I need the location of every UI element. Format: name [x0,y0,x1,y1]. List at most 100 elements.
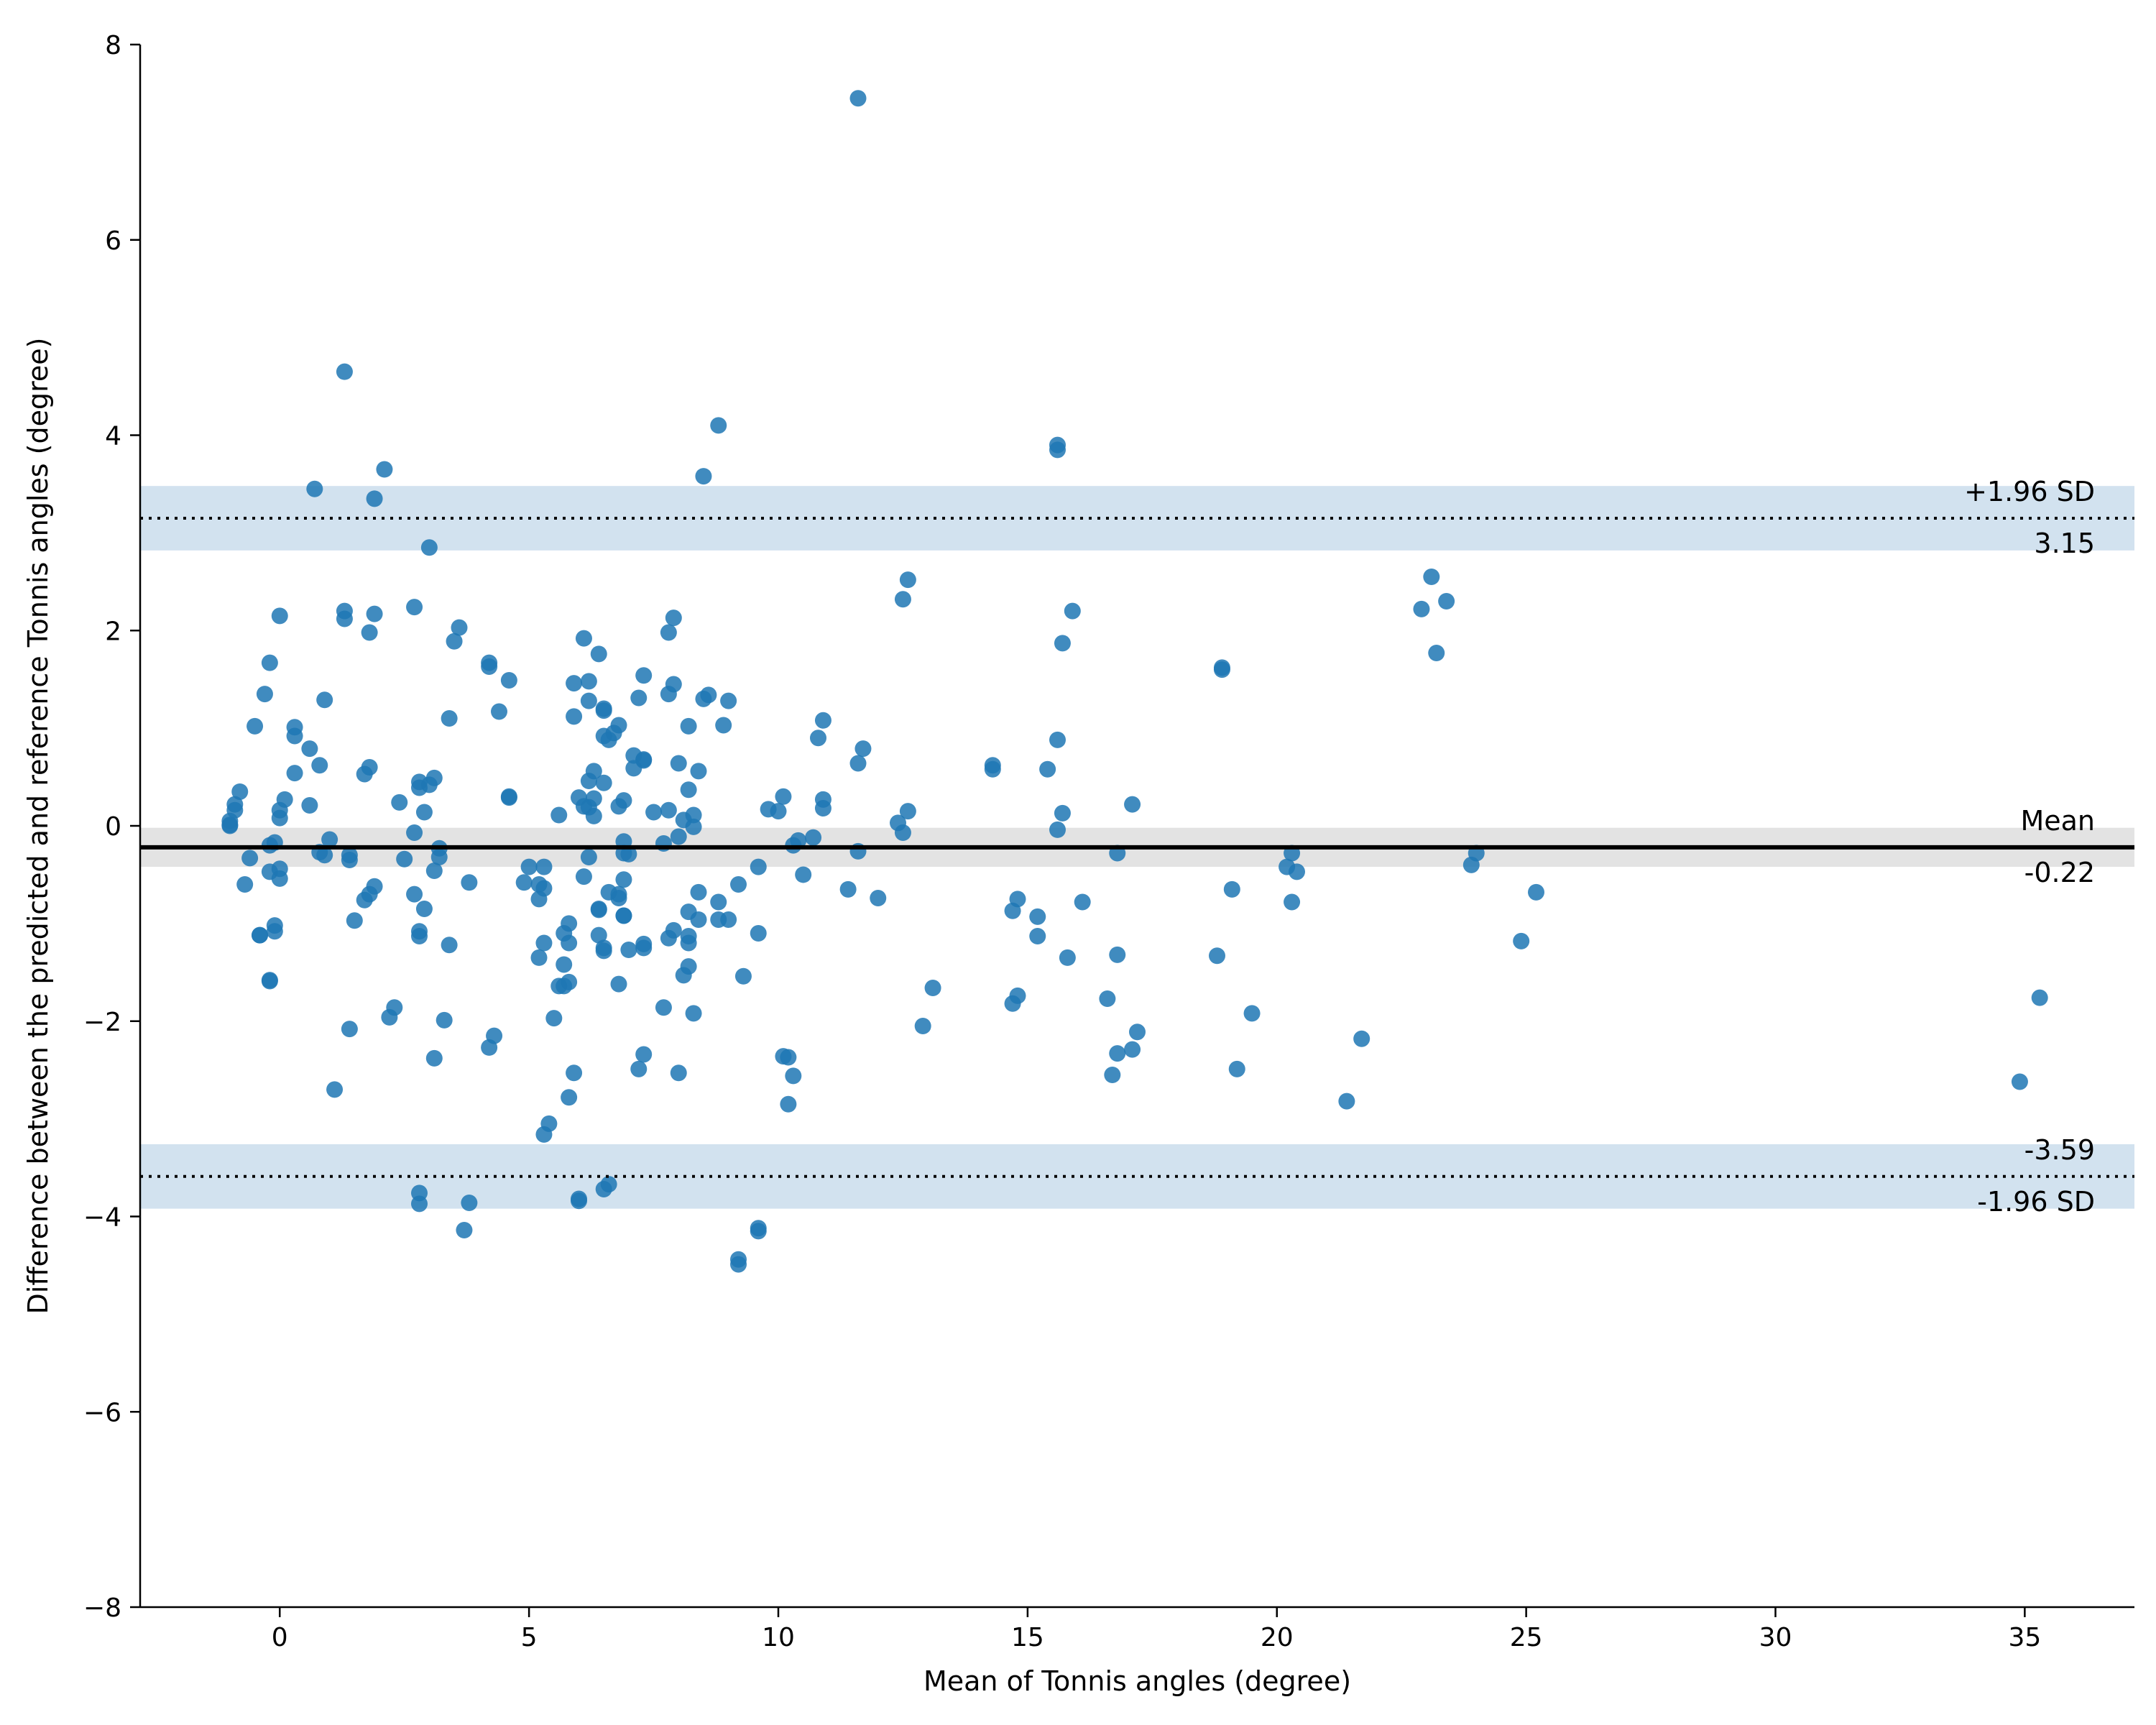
data-point [660,624,677,641]
data-point [415,900,433,917]
data-point [680,934,697,952]
data-point [381,1008,398,1026]
data-point [1289,863,1305,880]
data-point [595,702,612,719]
data-point [894,591,911,608]
data-point [595,774,612,791]
data-point [481,658,498,676]
data-point [734,967,752,985]
data-point [391,794,408,811]
data-point [1054,804,1071,822]
data-point [451,619,468,636]
data-point [685,1005,702,1022]
data-point [556,956,573,973]
data-point [610,798,627,815]
y-tick-label: −6 [83,1398,121,1427]
data-point [530,891,548,908]
y-tick-label: −2 [83,1008,121,1037]
data-point [665,610,682,627]
data-point [590,645,607,663]
data-point [1054,635,1071,652]
data-point [561,934,578,952]
data-point [625,760,642,777]
data-point [675,967,692,984]
data-point [261,654,278,671]
data-point [266,923,283,940]
data-point [620,942,637,959]
y-tick-label: 0 [105,812,121,842]
data-point [2031,989,2048,1006]
data-point [550,806,568,824]
data-point [566,1064,583,1082]
data-point [430,848,448,865]
data-point [2011,1073,2028,1090]
data-point [236,876,254,893]
data-point [1074,893,1091,911]
data-point [610,975,627,993]
data-point [870,890,887,907]
data-point [575,630,592,647]
data-point [535,934,553,952]
data-point [415,804,433,821]
data-point [580,673,597,690]
data-point [730,1256,747,1273]
data-point [425,1049,443,1067]
data-point [670,1064,687,1082]
mean-value: -0.22 [2024,857,2095,888]
data-point [566,675,583,692]
data-point [441,937,458,954]
data-point [286,727,303,745]
data-point [899,803,916,820]
data-point [247,717,264,735]
data-point [660,929,677,947]
data-point [720,692,737,709]
data-point [814,712,831,729]
data-point [924,980,941,997]
data-points [221,90,2048,1273]
data-point [770,803,787,820]
data-point [795,866,812,883]
data-point [1029,928,1046,945]
reference-lines [140,516,2134,1178]
data-point [241,850,259,867]
data-point [271,607,288,625]
data-point [1438,592,1455,610]
data-point [545,1010,563,1027]
data-point [406,886,423,903]
data-point [411,779,428,796]
data-point [306,480,323,497]
data-point [984,760,1001,778]
data-point [406,599,423,616]
data-point [1124,796,1141,813]
data-point [670,755,687,772]
data-point [271,870,288,887]
data-point [301,740,318,758]
data-point [635,1046,653,1063]
data-point [805,829,822,846]
data-point [780,1049,797,1066]
data-point [336,363,353,380]
data-point [1004,995,1021,1012]
data-point [491,703,507,720]
data-point [535,858,553,875]
x-tick-label: 20 [1261,1623,1294,1652]
data-point [1124,1041,1141,1058]
y-tick-label: 6 [105,226,121,256]
data-point [461,874,478,891]
data-point [366,490,383,507]
data-point [571,1192,587,1210]
data-point [894,824,911,842]
data-point [271,809,288,827]
lower-loa-value: -3.59 [2024,1134,2095,1166]
data-point [1284,893,1301,911]
data-point [446,632,463,650]
data-point [346,912,363,929]
data-point [441,710,458,727]
data-point [610,890,627,907]
data-point [376,461,393,478]
data-point [635,667,653,684]
data-point [695,468,712,485]
data-point [630,689,648,707]
data-point [425,862,443,880]
